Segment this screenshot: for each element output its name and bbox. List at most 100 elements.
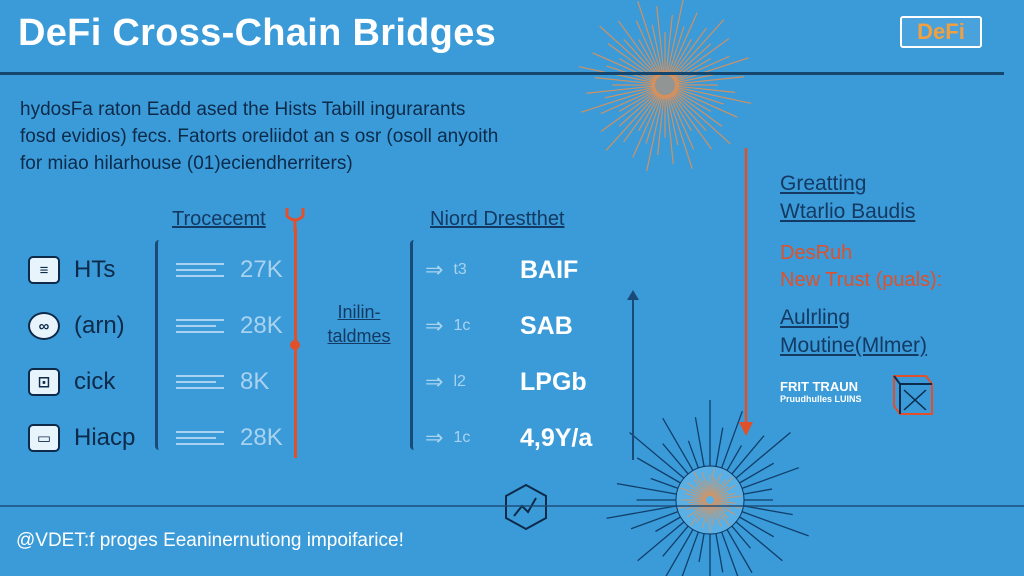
ray xyxy=(686,502,708,518)
fee-value: LPGb xyxy=(520,367,587,396)
ray xyxy=(666,94,679,146)
list-item[interactable]: ⊡ cick xyxy=(28,366,115,398)
intro-text: hydosFa raton Eadd ased the Hists Tabill… xyxy=(20,96,580,177)
ray xyxy=(735,432,791,479)
arrow-right-icon: ⇒ xyxy=(425,257,444,282)
ray xyxy=(735,521,783,562)
ray xyxy=(630,511,679,530)
ray xyxy=(670,27,707,78)
list-item[interactable]: ▭ Hiacp xyxy=(28,422,135,454)
ray xyxy=(706,480,710,497)
divider xyxy=(155,240,163,450)
intro-line: fosd evidios) fecs. Fatorts oreliidot an… xyxy=(20,126,499,147)
list-item[interactable]: ≡ HTs xyxy=(28,254,115,286)
ray xyxy=(586,85,656,94)
middle-label-line: taldmes xyxy=(327,326,391,346)
chain-link-icon: ∞ xyxy=(28,312,60,340)
right-panel: Greatting Wtarlio Baudis DesRuh New Trus… xyxy=(780,170,1020,360)
ray xyxy=(721,531,739,576)
lines-icon xyxy=(176,375,224,389)
ray xyxy=(711,483,721,497)
ray xyxy=(743,505,793,516)
ray xyxy=(690,496,707,500)
ray xyxy=(674,57,749,83)
ray xyxy=(623,38,659,78)
ray xyxy=(635,20,662,77)
ray xyxy=(706,503,710,523)
ray xyxy=(657,94,665,156)
right-panel-line: Wtarlio Baudis xyxy=(780,200,916,223)
fee-value: 4,9Y/a xyxy=(520,423,593,452)
ray xyxy=(668,12,698,77)
fee-code: t3 xyxy=(453,261,467,278)
fee-code: 1c xyxy=(453,429,471,446)
starburst-top-icon xyxy=(578,0,752,172)
ray xyxy=(637,1,663,76)
ray xyxy=(674,76,744,85)
ray xyxy=(673,55,730,82)
ray xyxy=(666,0,684,76)
ray xyxy=(600,88,657,115)
ray xyxy=(665,94,674,164)
ray xyxy=(696,486,708,498)
ray xyxy=(711,503,722,527)
ray xyxy=(712,479,726,498)
ray xyxy=(715,533,724,573)
ray xyxy=(710,503,714,526)
arrow-up-icon xyxy=(627,290,639,460)
arrow-down-icon xyxy=(739,148,753,436)
ray xyxy=(686,482,708,498)
ray xyxy=(673,58,712,81)
page-title: DeFi Cross-Chain Bridges xyxy=(18,12,497,54)
ray xyxy=(629,432,685,479)
right-panel-line: Aulrling xyxy=(780,306,851,329)
ray xyxy=(685,492,707,500)
lines-icon xyxy=(176,263,224,277)
volume-cell: 27K xyxy=(176,254,283,286)
ray xyxy=(600,90,658,133)
row-label: HTs xyxy=(74,256,116,283)
lock-icon: ⊡ xyxy=(28,368,60,396)
volume-column-header: Trocecemt xyxy=(172,208,266,230)
ray xyxy=(662,443,689,475)
ray xyxy=(592,52,657,82)
ray xyxy=(616,482,677,495)
ray xyxy=(713,492,735,500)
ray xyxy=(680,487,707,499)
ray xyxy=(731,435,765,475)
ray xyxy=(662,525,689,557)
orange-dot xyxy=(290,340,300,350)
ray xyxy=(687,440,699,469)
ray xyxy=(711,473,722,497)
ray xyxy=(650,477,679,489)
volume-value: 27K xyxy=(240,256,283,283)
ray xyxy=(671,19,725,78)
list-item[interactable]: ∞ (arn) xyxy=(28,310,125,342)
ray xyxy=(656,6,665,76)
ray xyxy=(646,94,664,172)
volume-cell: 8K xyxy=(176,366,269,398)
ray xyxy=(623,92,660,143)
ray xyxy=(645,94,663,144)
volume-cell: 28K xyxy=(176,310,283,342)
ray xyxy=(715,427,724,467)
middle-label: Inilin- taldmes xyxy=(314,300,404,348)
ray xyxy=(731,525,751,549)
ray xyxy=(710,468,715,497)
ray xyxy=(713,500,736,504)
footer-text: @VDET:f proges Eeaninernutiong impoifari… xyxy=(16,530,404,551)
ray xyxy=(713,485,736,499)
ray xyxy=(693,472,709,497)
ray xyxy=(674,86,752,104)
header-divider xyxy=(0,72,1004,75)
fee-value: SAB xyxy=(520,311,573,340)
ray xyxy=(638,93,661,132)
ray xyxy=(741,511,809,537)
caption-line: FRIT TRAUN xyxy=(780,379,858,394)
ray xyxy=(713,500,742,509)
fee-cell: ⇒ 1c xyxy=(425,310,470,342)
ray xyxy=(702,472,710,497)
fee-cell: ⇒ 1c xyxy=(425,422,470,454)
ray xyxy=(739,462,774,484)
ray xyxy=(638,38,661,77)
